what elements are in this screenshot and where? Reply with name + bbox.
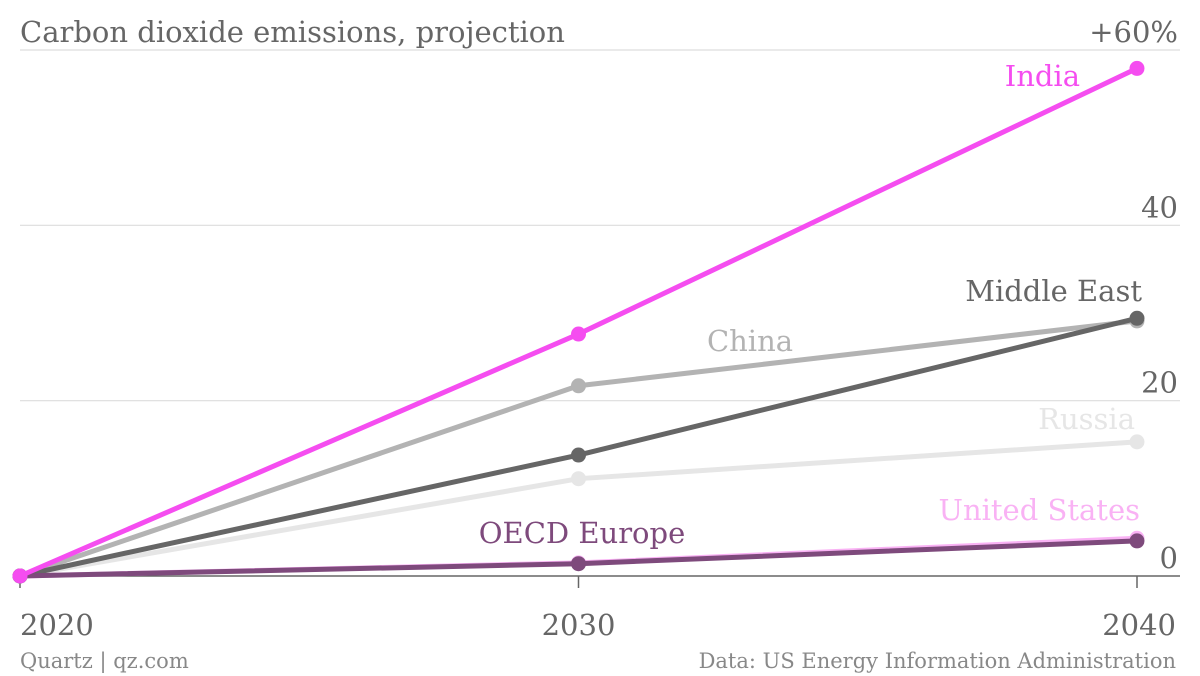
x-tick-label: 2020 [20,608,94,642]
series-label: India [1005,59,1080,93]
series-label: OECD Europe [479,516,686,550]
y-axis-ticks: 0 20 40 +60% [1089,15,1178,575]
data-point [1129,533,1145,549]
y-tick-label: +60% [1089,15,1178,49]
data-point [1129,60,1145,76]
series-label: China [707,324,793,358]
series-label: Middle East [965,274,1142,308]
source-credit: Quartz | qz.com [20,649,189,674]
x-axis-ticks: 2020 2030 2040 [19,576,1176,642]
data-point [571,378,586,394]
data-point [571,447,586,463]
series-lines [12,60,1145,584]
y-tick-label: 40 [1141,190,1178,224]
x-tick-label: 2030 [542,608,616,642]
gridlines [20,49,1180,402]
series-label: United States [939,493,1141,527]
data-point [571,471,586,487]
series-labels: Russia United States China Middle East OECD … [479,59,1143,550]
x-tick-label: 2040 [1102,608,1176,642]
data-point [1129,310,1145,326]
data-point [12,568,28,584]
y-tick-label: 0 [1160,541,1178,575]
data-point [571,556,586,572]
series-label: Russia [1038,402,1135,436]
data-point [1129,434,1145,450]
data-point [571,326,586,342]
y-tick-label: 20 [1141,366,1178,400]
chart-title: Carbon dioxide emissions, projection [20,15,565,49]
data-source: Data: US Energy Information Administrati… [699,649,1176,673]
